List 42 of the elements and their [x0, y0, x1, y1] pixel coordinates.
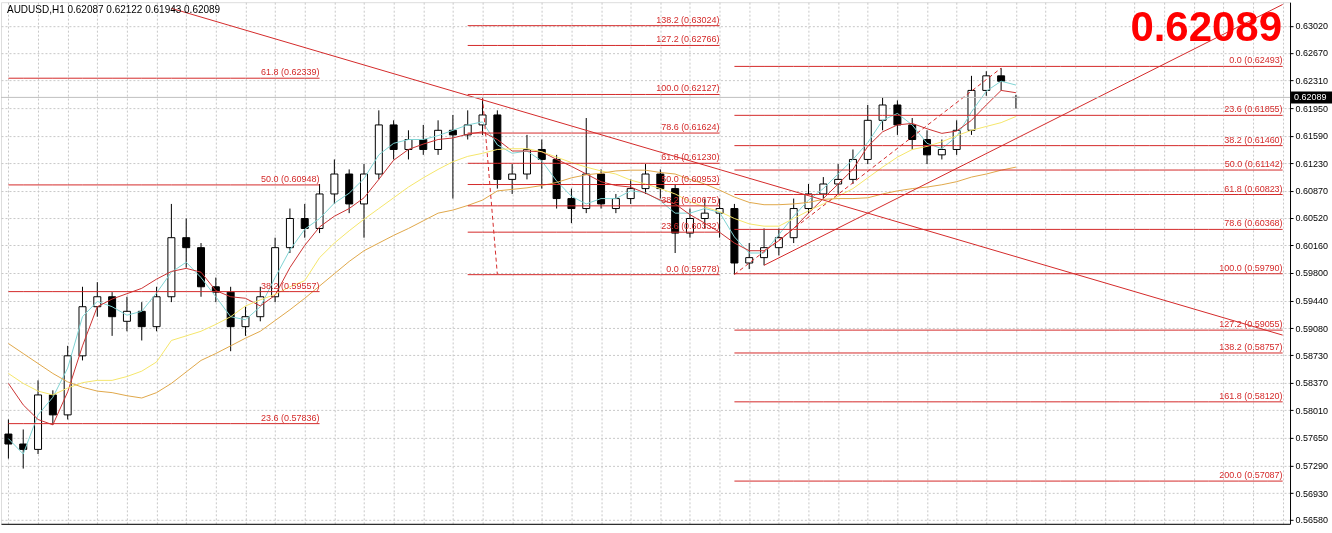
- y-tick-label: 0.61230: [1295, 158, 1329, 169]
- y-tick-label: 0.60870: [1295, 186, 1329, 197]
- y-tick-label: 0.58730: [1295, 350, 1329, 361]
- y-tick-label: 0.59080: [1295, 323, 1329, 334]
- series-label: 138.2 (0.63024): [656, 14, 720, 25]
- series-label: 50.0 (0.61142): [1224, 159, 1283, 170]
- series-label: 50.0 (0.60948): [261, 173, 320, 184]
- series-label: 100.0 (0.62127): [656, 83, 720, 94]
- series-label: 0.0 (0.62493): [1229, 55, 1283, 66]
- y-tick-label: 0.62670: [1295, 48, 1329, 59]
- y-tick-label: 0.58010: [1295, 405, 1329, 416]
- y-tick-label: 0.58370: [1295, 378, 1329, 389]
- y-tick-label: 0.56580: [1295, 515, 1329, 526]
- series-label: 78.6 (0.60368): [1224, 218, 1283, 229]
- y-tick-label: 0.57290: [1295, 461, 1329, 472]
- series-label: 38.2 (0.61460): [1224, 134, 1283, 145]
- y-tick-label: 0.61950: [1295, 103, 1329, 114]
- y-tick-label: 0.59800: [1295, 268, 1329, 279]
- series-label: 78.6 (0.61624): [661, 122, 720, 133]
- series-label: 23.6 (0.57836): [261, 412, 320, 423]
- y-tick-label: 0.60520: [1295, 213, 1329, 224]
- series-label: 100.0 (0.59790): [1219, 262, 1283, 273]
- series-label: 61.8 (0.60823): [1224, 183, 1283, 194]
- chart-title: AUDUSD,H1 0.62087 0.62122 0.61943 0.62089: [6, 4, 221, 16]
- series-label: 38.2 (0.60675): [661, 194, 720, 205]
- y-tick-label: 0.56930: [1295, 488, 1329, 499]
- series-label: 138.2 (0.58757): [1219, 341, 1283, 352]
- series-label: 23.6 (0.61855): [1224, 104, 1283, 115]
- series-label: 127.2 (0.62766): [656, 34, 720, 45]
- series-label: 61.8 (0.61230): [661, 152, 720, 163]
- series-label: 61.8 (0.62339): [261, 67, 320, 78]
- y-tick-label: 0.57650: [1295, 433, 1329, 444]
- series-label: 0.0 (0.59778): [666, 263, 720, 274]
- series-label: 161.8 (0.58120): [1219, 390, 1283, 401]
- series-label: 127.2 (0.59055): [1219, 319, 1283, 330]
- y-tick-label: 0.60160: [1295, 240, 1329, 251]
- y-tick-label: 0.62310: [1295, 75, 1329, 86]
- y-tick-label: 0.63020: [1295, 21, 1329, 32]
- y-tick-label: 0.61590: [1295, 131, 1329, 142]
- ref-line-label: 0.62089: [1294, 92, 1327, 103]
- y-tick-label: 0.59440: [1295, 296, 1329, 307]
- series-label: 200.0 (0.57087): [1219, 470, 1283, 481]
